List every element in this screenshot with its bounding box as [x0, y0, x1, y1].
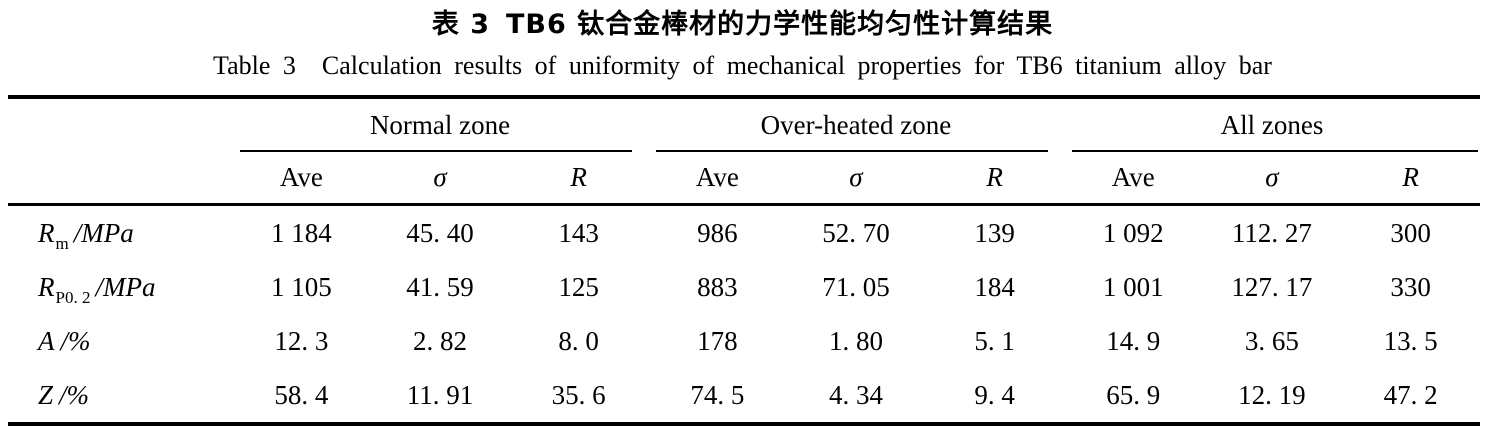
column-header-ave: Ave: [648, 151, 787, 206]
cell: 52. 70: [822, 217, 890, 248]
cell: 45. 40: [406, 217, 474, 248]
property-symbol: R: [38, 217, 55, 248]
cell: 58. 4: [232, 368, 371, 426]
cell: 11. 91: [370, 368, 510, 426]
column-header-r: R: [925, 151, 1064, 206]
property-subscript: m: [55, 233, 69, 253]
cell: 2. 82: [413, 325, 468, 356]
sub-header-row: Ave σ R Ave σ R Ave σ R: [8, 151, 1480, 206]
cell: 4. 34: [786, 368, 926, 426]
table-caption-chinese-label: 表 3: [431, 9, 490, 40]
property-unit: /MPa: [95, 271, 156, 302]
cell: 74. 5: [648, 368, 787, 426]
cell: 1. 80: [828, 325, 883, 356]
table-caption-english-text: Calculation results of uniformity of mec…: [321, 51, 1272, 80]
row-label-z: Z/%: [8, 368, 233, 426]
column-header-ave: Ave: [1063, 151, 1203, 206]
table-caption-english-label: Table 3: [213, 51, 296, 80]
cell: 71. 05: [822, 271, 890, 302]
group-header-row: Normal zone Over-heated zone All zones: [8, 95, 1480, 154]
table-row-z: Z/% 58. 4 11. 91 35. 6 74. 5 4. 34 9. 4 …: [8, 368, 1480, 426]
table-row-rp02: RP0. 2/MPa 1 105 41. 59 125 883 71. 05 1…: [8, 260, 1480, 314]
group-header-over-heated-zone: Over-heated zone: [648, 95, 1064, 154]
cell: 1 001: [1102, 271, 1164, 302]
cell: 3. 65: [1244, 325, 1299, 356]
cell: 178: [697, 325, 738, 356]
column-header-r: R: [509, 151, 648, 206]
cell: 986: [697, 217, 738, 248]
table-row-rm: Rm/MPa 1 184 45. 40 143 986 52. 70 139 1…: [8, 205, 1480, 261]
cell: 65. 9: [1063, 368, 1203, 426]
mechanical-properties-table: Normal zone Over-heated zone All zones A…: [8, 95, 1480, 426]
property-unit: /MPa: [73, 217, 134, 248]
cell: 47. 2: [1341, 368, 1480, 426]
property-subscript: P0. 2: [55, 287, 91, 307]
property-symbol: A: [38, 325, 55, 356]
column-header-r: R: [1341, 151, 1480, 206]
cell: 330: [1390, 271, 1431, 302]
cell: 125: [558, 271, 599, 302]
property-symbol: R: [38, 271, 55, 302]
cell: 35. 6: [509, 368, 648, 426]
property-symbol: Z: [38, 379, 54, 410]
cell: 12. 3: [274, 325, 329, 356]
row-label-rm: Rm/MPa: [8, 205, 232, 261]
property-unit: /%: [60, 325, 91, 356]
cell: 5. 1: [974, 325, 1015, 356]
stub-header-cell: [8, 95, 233, 151]
cell: 1 092: [1102, 217, 1164, 248]
cell: 8. 0: [558, 325, 599, 356]
cell: 883: [697, 271, 738, 302]
cell: 41. 59: [406, 271, 474, 302]
column-header-ave: Ave: [232, 151, 371, 206]
property-unit: /%: [59, 379, 90, 410]
table-caption-chinese-text: TB6 钛合金棒材的力学性能均匀性计算结果: [506, 9, 1054, 40]
group-header-all-zones: All zones: [1063, 95, 1480, 154]
cell: 139: [974, 217, 1015, 248]
cell: 1 105: [271, 271, 332, 302]
column-header-sigma: σ: [370, 151, 510, 206]
column-header-sigma: σ: [1202, 151, 1342, 206]
cell: 13. 5: [1383, 325, 1438, 356]
row-label-rp02: RP0. 2/MPa: [8, 260, 232, 314]
cell: 14. 9: [1106, 325, 1161, 356]
cell: 12. 19: [1202, 368, 1342, 426]
table-caption-english: Table 3 Calculation results of uniformity…: [0, 51, 1485, 81]
group-header-normal-zone: Normal zone: [232, 95, 648, 154]
cell: 1 184: [271, 217, 332, 248]
cell: 9. 4: [925, 368, 1064, 426]
cell: 300: [1390, 217, 1431, 248]
stub-subheader-cell: [8, 151, 233, 206]
cell: 112. 27: [1231, 217, 1312, 248]
cell: 143: [558, 217, 599, 248]
cell: 184: [974, 271, 1015, 302]
cell: 127. 17: [1231, 271, 1313, 302]
column-header-sigma: σ: [786, 151, 926, 206]
table-caption-chinese: 表 3 TB6 钛合金棒材的力学性能均匀性计算结果: [0, 2, 1485, 41]
row-label-a: A/%: [8, 314, 232, 368]
table-row-a: A/% 12. 3 2. 82 8. 0 178 1. 80 5. 1 14. …: [8, 314, 1480, 368]
